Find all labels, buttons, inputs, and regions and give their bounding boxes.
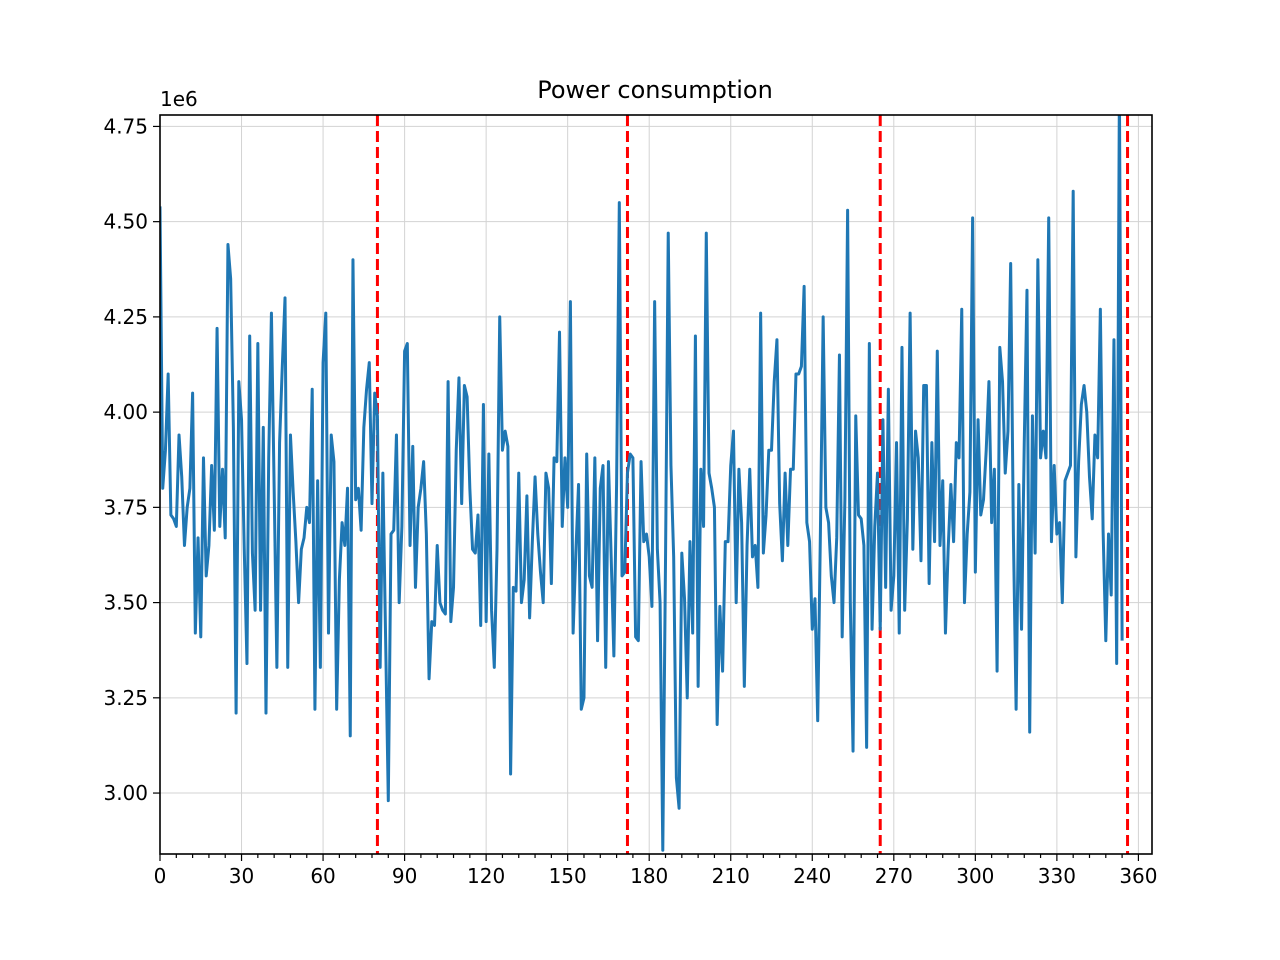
y-axis-ticks: 3.00 3.25 3.50 3.75 4.00 4.25 4.50 4.75: [103, 114, 160, 805]
x-tick-label: 150: [549, 864, 587, 888]
y-tick-label: 4.75: [103, 114, 148, 138]
chart-title: Power consumption: [537, 76, 773, 104]
x-tick-label: 210: [712, 864, 750, 888]
x-tick-label: 240: [793, 864, 831, 888]
series-layer: [160, 115, 1124, 852]
y-tick-label: 3.75: [103, 495, 148, 519]
x-tick-label: 90: [392, 864, 417, 888]
x-tick-label: 360: [1119, 864, 1157, 888]
x-tick-label: 30: [229, 864, 254, 888]
y-axis-offset-label: 1e6: [160, 87, 198, 111]
x-tick-label: 270: [875, 864, 913, 888]
y-tick-label: 4.25: [103, 305, 148, 329]
axes: [159, 114, 1153, 855]
x-axis-ticks: 0 30 60 90 120 150 180 210 240 270 300 330 360: [154, 854, 1158, 888]
series-line: [160, 115, 1124, 852]
x-tick-label: 0: [154, 864, 167, 888]
y-tick-label: 3.50: [103, 591, 148, 615]
x-tick-label: 330: [1038, 864, 1076, 888]
x-tick-label: 180: [630, 864, 668, 888]
y-tick-label: 3.00: [103, 781, 148, 805]
y-tick-label: 3.25: [103, 686, 148, 710]
y-tick-label: 4.50: [103, 210, 148, 234]
x-tick-label: 120: [467, 864, 505, 888]
x-tick-label: 60: [310, 864, 335, 888]
y-tick-label: 4.00: [103, 400, 148, 424]
x-tick-label: 300: [956, 864, 994, 888]
plot-frame: [159, 114, 1153, 855]
